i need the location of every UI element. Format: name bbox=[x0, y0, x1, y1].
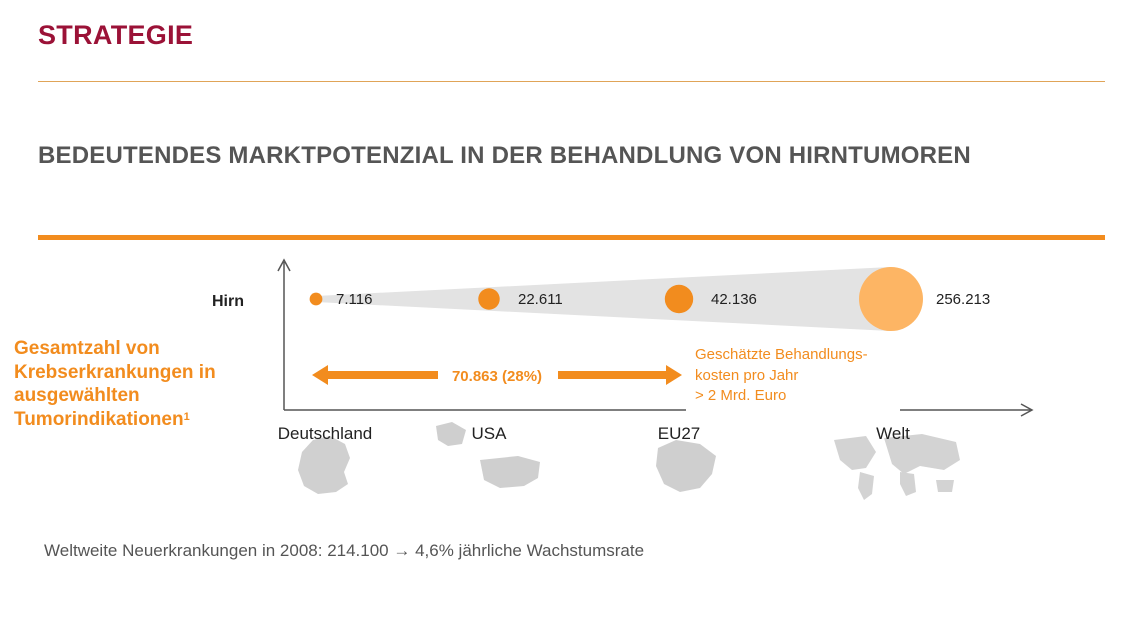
germany-map-icon bbox=[298, 436, 350, 494]
bubble-welt bbox=[859, 267, 923, 331]
side-label-text: Gesamtzahl von Krebserkrankungen in ausg… bbox=[14, 338, 216, 430]
value-label-eu27: 42.136 bbox=[711, 291, 757, 308]
side-label: Gesamtzahl von Krebserkrankungen in ausg… bbox=[14, 337, 254, 431]
footer-note: Weltweite Neuerkrankungen in 2008: 214.1… bbox=[44, 541, 645, 560]
value-label-deutschland: 7.116 bbox=[336, 291, 372, 308]
growth-band bbox=[316, 267, 891, 331]
highlight-label: 70.863 (28%) bbox=[452, 368, 542, 385]
world-map-icon bbox=[834, 434, 960, 500]
page-title: BEDEUTENDES MARKTPOTENZIAL IN DER BEHAND… bbox=[38, 142, 971, 169]
cost-note-line-3: > 2 Mrd. Euro bbox=[695, 387, 786, 404]
top-divider bbox=[38, 81, 1105, 82]
arrow-left-head bbox=[312, 365, 438, 385]
row-label-hirn: Hirn bbox=[212, 293, 244, 310]
cost-note-line-2: kosten pro Jahr bbox=[695, 367, 798, 384]
cost-note: Geschätzte Behandlungs- kosten pro Jahr … bbox=[695, 346, 868, 404]
orange-divider bbox=[38, 235, 1105, 240]
highlight-arrow: 70.863 (28%) bbox=[312, 365, 682, 385]
arrow-right-head bbox=[558, 365, 682, 385]
map-icons bbox=[298, 422, 960, 500]
bubble-usa bbox=[478, 288, 500, 310]
y-axis-arrow bbox=[277, 258, 291, 272]
axes bbox=[277, 258, 1034, 417]
category-label-deutschland: Deutschland bbox=[278, 424, 373, 443]
section-title: STRATEGIE bbox=[38, 20, 194, 50]
bubble-eu27 bbox=[664, 284, 694, 314]
cost-note-line-1: Geschätzte Behandlungs- bbox=[695, 346, 868, 363]
category-label-welt: Welt bbox=[876, 424, 910, 443]
europe-map-icon bbox=[656, 440, 716, 492]
category-label-usa: USA bbox=[472, 424, 508, 443]
bubble-deutschland bbox=[309, 292, 323, 306]
value-label-usa: 22.611 bbox=[518, 291, 563, 308]
value-label-welt: 256.213 bbox=[936, 291, 990, 308]
category-label-eu27: EU27 bbox=[658, 424, 701, 443]
x-axis-arrow bbox=[1020, 403, 1034, 417]
footnote-mark: 1 bbox=[183, 410, 190, 423]
usa-map-icon bbox=[436, 422, 540, 488]
